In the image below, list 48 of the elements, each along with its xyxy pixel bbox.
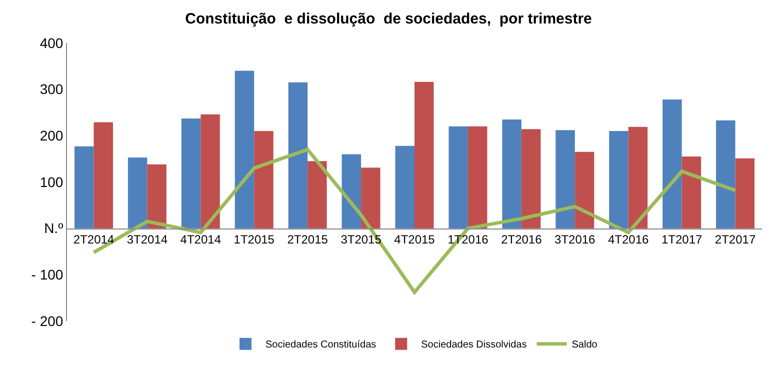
- bar: [74, 146, 94, 228]
- y-tick-label: 400: [40, 34, 64, 51]
- x-tick-label: 3T2016: [554, 232, 596, 247]
- x-tick-label: 2T2017: [714, 232, 756, 247]
- legend-label: Saldo: [572, 340, 598, 351]
- x-tick-label: 1T2015: [234, 232, 275, 247]
- legend-label: Sociedades Dissolvidas: [421, 340, 527, 351]
- x-tick-label: 3T2014: [126, 232, 168, 247]
- x-tick-label: 2T2016: [501, 232, 542, 247]
- bar: [628, 126, 648, 228]
- bar: [716, 120, 736, 228]
- x-tick-label: 2T2014: [73, 232, 114, 247]
- y-tick-label: 200: [40, 128, 64, 144]
- bar: [308, 161, 327, 228]
- bar: [395, 146, 414, 228]
- y-tick-label: N.º: [44, 220, 64, 236]
- chart-title: Constituição e dissolução de sociedades, por trimestre: [185, 10, 592, 28]
- bar: [521, 129, 541, 228]
- bar: [662, 100, 682, 228]
- bar: [735, 158, 755, 228]
- bar: [288, 82, 308, 228]
- x-tick-label: 4T2016: [608, 232, 650, 247]
- bar: [254, 131, 274, 228]
- legend-label: Sociedades Constituídas: [266, 340, 376, 351]
- bar: [414, 82, 434, 228]
- y-tick-label: 100: [40, 174, 64, 190]
- bar: [200, 114, 220, 228]
- bar: [468, 126, 488, 228]
- bar: [574, 152, 594, 228]
- x-tick-label: 4T2015: [394, 232, 436, 247]
- y-tick-label: - 200: [31, 312, 64, 329]
- bar: [609, 131, 628, 228]
- bar: [147, 164, 166, 228]
- bar: [502, 119, 522, 228]
- bar: [361, 168, 380, 228]
- x-tick-label: 2T2015: [287, 232, 328, 247]
- x-tick-label: 1T2017: [661, 232, 702, 247]
- bar: [128, 157, 148, 228]
- x-tick-label: 4T2014: [180, 232, 222, 247]
- bar: [682, 156, 702, 228]
- y-tick-label: - 100: [31, 266, 64, 283]
- bar: [556, 130, 575, 228]
- bar: [181, 118, 201, 228]
- bar: [234, 70, 254, 228]
- bar: [342, 154, 362, 228]
- bar: [94, 122, 113, 228]
- bar: [448, 126, 468, 228]
- y-tick-label: 300: [40, 81, 64, 98]
